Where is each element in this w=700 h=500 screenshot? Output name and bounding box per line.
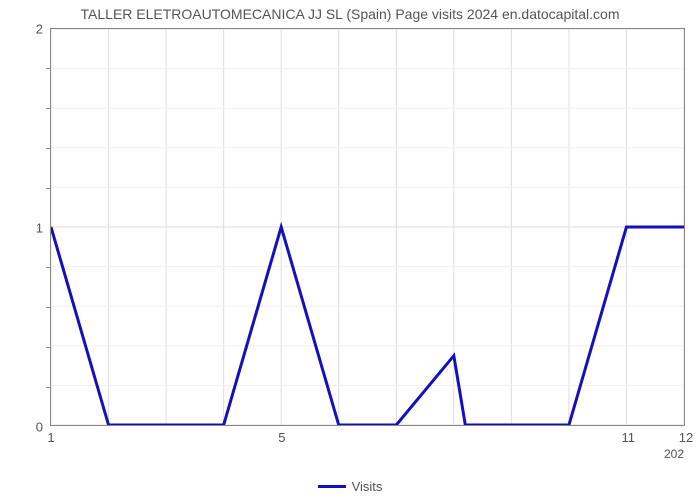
legend: Visits: [0, 479, 700, 494]
plot-svg: [51, 29, 684, 425]
y-minor-tick: [46, 307, 51, 308]
y-minor-tick: [46, 148, 51, 149]
x-tick-label: 5: [278, 425, 285, 445]
y-minor-tick: [46, 188, 51, 189]
y-minor-tick: [46, 108, 51, 109]
x-label-right: 202: [664, 425, 684, 461]
plot-area: 012151112202: [50, 28, 685, 426]
chart-container: TALLER ELETROAUTOMECANICA JJ SL (Spain) …: [0, 0, 700, 500]
y-tick-label: 1: [36, 221, 51, 236]
x-tick-label: 11: [622, 425, 636, 445]
chart-title: TALLER ELETROAUTOMECANICA JJ SL (Spain) …: [0, 6, 700, 22]
legend-swatch: [318, 485, 346, 488]
y-minor-tick: [46, 267, 51, 268]
y-minor-tick: [46, 347, 51, 348]
y-minor-tick: [46, 68, 51, 69]
y-tick-label: 2: [36, 22, 51, 37]
legend-label: Visits: [352, 479, 383, 494]
x-tick-label: 1: [47, 425, 54, 445]
y-minor-tick: [46, 387, 51, 388]
